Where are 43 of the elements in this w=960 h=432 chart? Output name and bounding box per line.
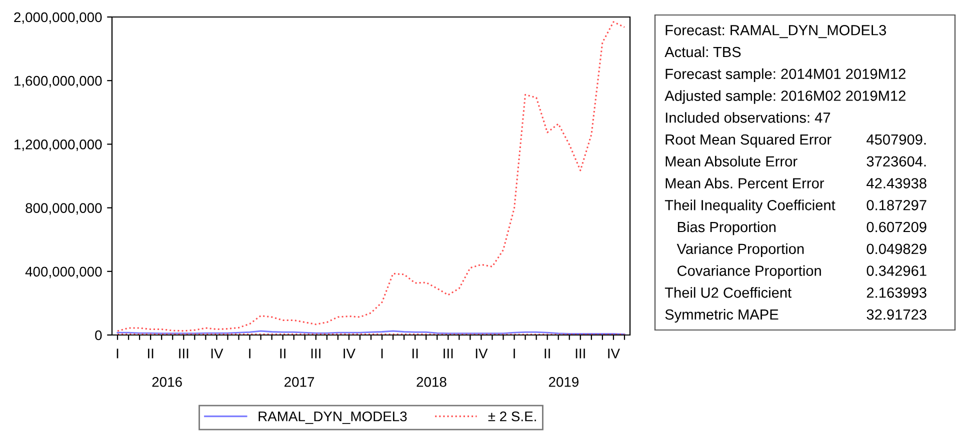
- x-tick-label: I: [381, 348, 383, 358]
- text: Actual: TBS: [664, 46, 741, 58]
- x-tick-label: II: [544, 348, 550, 358]
- x-tick-label: III: [576, 348, 585, 358]
- y-tick-label: 400,000,000: [25, 266, 102, 278]
- y-tick-label: 2,000,000,000: [14, 12, 102, 24]
- legend-label: ± 2 S.E.: [488, 411, 536, 422]
- x2-tick-label: 2016: [152, 377, 182, 387]
- text: Bias Proportion 0.607209: [678, 221, 926, 236]
- x-tick-label: II: [280, 348, 286, 358]
- x2-tick-label: 2018: [416, 377, 446, 387]
- text: Covariance Proportion 0.342961: [677, 265, 926, 279]
- text: Theil Inequality Coefficient 0.187297: [664, 200, 926, 214]
- x-tick-label: IV: [211, 348, 224, 358]
- text: Mean Absolute Error 3723604.: [666, 156, 926, 167]
- text: Forecast sample: 2014M01 2019M12: [666, 68, 906, 82]
- x-tick-label: II: [412, 348, 418, 358]
- y-tick-label: 0: [95, 330, 102, 340]
- x2-tick-label: 2019: [548, 377, 578, 387]
- line-series: [116, 21, 626, 332]
- x-tick-label: II: [148, 348, 154, 358]
- text: Forecast: RAMAL_DYN_MODEL3: [666, 24, 886, 38]
- text: Adjusted sample: 2016M02 2019M12: [664, 90, 906, 104]
- y-tick-label: 1,200,000,000: [14, 140, 102, 152]
- y-tick-label: 1,600,000,000: [14, 76, 102, 88]
- x-tick-label: III: [179, 348, 188, 358]
- text: Mean Abs. Percent Error 42.43938: [666, 178, 926, 188]
- x-tick-label: III: [311, 348, 320, 358]
- x-tick-label: IV: [476, 348, 488, 358]
- text: Symmetric MAPE 32.91723: [665, 308, 926, 323]
- x-tick-label: III: [444, 348, 453, 358]
- text: Theil U2 Coefficient 2.163993: [664, 287, 926, 298]
- x-tick-label: IV: [608, 348, 620, 358]
- x-tick-label: IV: [344, 348, 356, 358]
- y-tick-label: 800,000,000: [26, 203, 102, 215]
- x-tick-label: I: [514, 348, 515, 358]
- x-tick-label: I: [116, 348, 118, 358]
- x2-tick-label: 2017: [284, 377, 314, 387]
- x-tick-label: I: [249, 348, 250, 358]
- text: Included observations: 47: [666, 112, 830, 123]
- text: Root Mean Squared Error 4507909.: [666, 134, 926, 148]
- text: Variance Proportion 0.049829: [676, 243, 926, 257]
- legend-label: RAMAL_DYN_MODEL3: [258, 411, 407, 424]
